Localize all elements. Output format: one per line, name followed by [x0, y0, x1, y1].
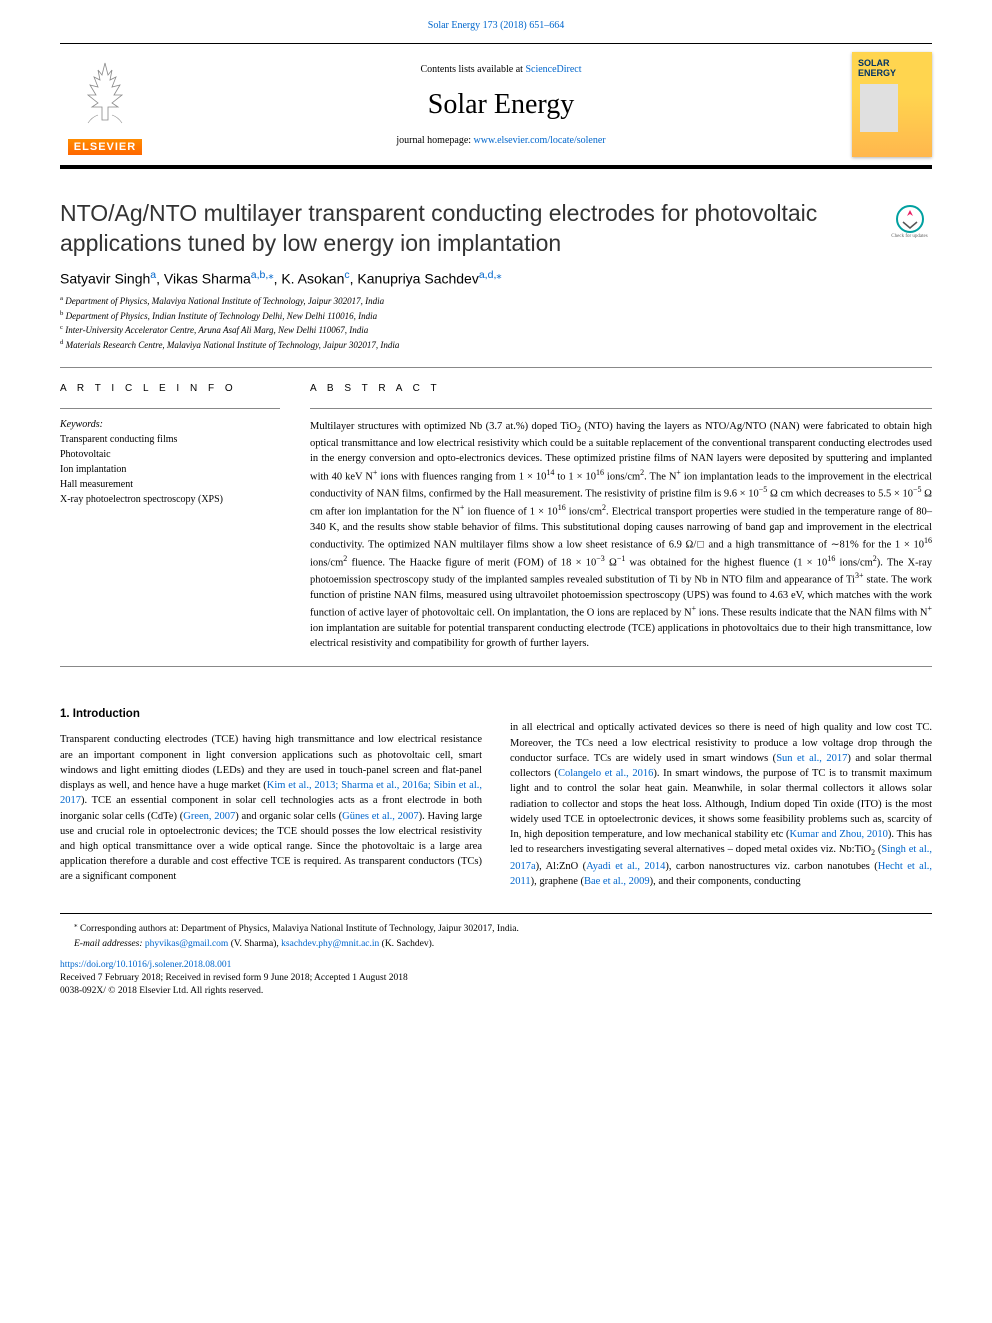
email-sachdev[interactable]: ksachdev.phy@mnit.ac.in: [281, 939, 379, 949]
contents-line: Contents lists available at ScienceDirec…: [150, 64, 852, 75]
title-block: NTO/Ag/NTO multilayer transparent conduc…: [60, 199, 932, 259]
author-4-star[interactable]: ⁎: [496, 269, 501, 281]
ref-ayadi2014[interactable]: Ayadi et al., 2014: [586, 861, 665, 872]
ref-kumar2010[interactable]: Kumar and Zhou, 2010: [790, 829, 888, 840]
article-title: NTO/Ag/NTO multilayer transparent conduc…: [60, 199, 867, 259]
keyword-1: Transparent conducting films: [60, 432, 280, 447]
affiliation-d: d Materials Research Centre, Malaviya Na…: [60, 338, 932, 353]
received-line: Received 7 February 2018; Received in re…: [60, 972, 932, 985]
corresponding-note: ⁎ Corresponding authors at: Department o…: [60, 920, 932, 936]
cover-line1: SOLAR: [858, 58, 890, 68]
affiliation-a: a Department of Physics, Malaviya Nation…: [60, 294, 932, 309]
article-info-col: A R T I C L E I N F O Keywords: Transpar…: [60, 383, 280, 651]
check-updates-label: Check for updates: [891, 234, 927, 239]
author-2-aff[interactable]: a,b,: [251, 269, 269, 281]
top-journal-link: Solar Energy 173 (2018) 651–664: [60, 20, 932, 31]
affiliations: a Department of Physics, Malaviya Nation…: [60, 294, 932, 352]
keyword-5: X-ray photoelectron spectroscopy (XPS): [60, 492, 280, 507]
journal-header: ELSEVIER Contents lists available at Sci…: [60, 43, 932, 169]
keyword-4: Hall measurement: [60, 477, 280, 492]
journal-name: Solar Energy: [150, 89, 852, 121]
sciencedirect-link[interactable]: ScienceDirect: [525, 64, 581, 75]
copyright-line: 0038-092X/ © 2018 Elsevier Ltd. All righ…: [60, 985, 932, 998]
affiliation-c: c Inter-University Accelerator Centre, A…: [60, 323, 932, 338]
ref-sun2017[interactable]: Sun et al., 2017: [776, 753, 847, 764]
ref-colangelo2016[interactable]: Colangelo et al., 2016: [558, 768, 653, 779]
col2-spacer: [510, 682, 932, 720]
keyword-3: Ion implantation: [60, 462, 280, 477]
elsevier-tree-icon: [70, 55, 140, 130]
homepage-link[interactable]: www.elsevier.com/locate/solener: [474, 135, 606, 146]
ref-gunes2007[interactable]: Günes et al., 2007: [342, 811, 419, 822]
doi-link-line: https://doi.org/10.1016/j.solener.2018.0…: [60, 959, 932, 972]
contents-text: Contents lists available at: [420, 64, 525, 75]
body-columns: 1. Introduction Transparent conducting e…: [60, 682, 932, 889]
elsevier-label: ELSEVIER: [68, 139, 142, 155]
email-line: E-mail addresses: phyvikas@gmail.com (V.…: [60, 937, 932, 951]
email-sharma[interactable]: phyvikas@gmail.com: [145, 939, 228, 949]
homepage-text: journal homepage:: [396, 135, 473, 146]
info-abstract-row: A R T I C L E I N F O Keywords: Transpar…: [60, 383, 932, 651]
divider-1: [60, 367, 932, 368]
check-updates-icon[interactable]: Check for updates: [887, 199, 932, 244]
elsevier-logo: ELSEVIER: [60, 55, 150, 155]
divider-2: [60, 666, 932, 667]
abstract-divider: [310, 408, 932, 409]
doi-section: https://doi.org/10.1016/j.solener.2018.0…: [60, 959, 932, 999]
author-1: Satyavir Singh: [60, 270, 150, 286]
doi-link[interactable]: https://doi.org/10.1016/j.solener.2018.0…: [60, 960, 231, 970]
journal-cover: SOLAR ENERGY: [852, 52, 932, 157]
article-info-heading: A R T I C L E I N F O: [60, 383, 280, 394]
author-4-aff[interactable]: a,d,: [479, 269, 497, 281]
authors-list: Satyavir Singha, Vikas Sharmaa,b,⁎, K. A…: [60, 269, 932, 287]
abstract-heading: A B S T R A C T: [310, 383, 932, 394]
keywords-list: Transparent conducting films Photovoltai…: [60, 432, 280, 507]
ref-bae2009[interactable]: Bae et al., 2009: [584, 876, 650, 887]
body-col-right: in all electrical and optically activate…: [510, 682, 932, 889]
cover-title: SOLAR ENERGY: [858, 58, 926, 78]
keywords-label: Keywords:: [60, 419, 280, 430]
keyword-2: Photovoltaic: [60, 447, 280, 462]
homepage-line: journal homepage: www.elsevier.com/locat…: [150, 135, 852, 146]
body-col-left: 1. Introduction Transparent conducting e…: [60, 682, 482, 889]
abstract-text: Multilayer structures with optimized Nb …: [310, 419, 932, 651]
abstract-col: A B S T R A C T Multilayer structures wi…: [310, 383, 932, 651]
intro-paragraph-2: in all electrical and optically activate…: [510, 720, 932, 889]
affiliation-b: b Department of Physics, Indian Institut…: [60, 309, 932, 324]
sep1: , Vikas Sharma: [156, 270, 251, 286]
info-divider: [60, 408, 280, 409]
header-center: Contents lists available at ScienceDirec…: [150, 64, 852, 146]
top-journal-anchor[interactable]: Solar Energy 173 (2018) 651–664: [428, 20, 564, 31]
intro-heading: 1. Introduction: [60, 708, 482, 720]
cover-image-placeholder: [860, 84, 898, 132]
ref-green2007[interactable]: Green, 2007: [183, 811, 235, 822]
sep2: , K. Asokan: [274, 270, 345, 286]
footnotes: ⁎ Corresponding authors at: Department o…: [60, 913, 932, 951]
intro-paragraph-1: Transparent conducting electrodes (TCE) …: [60, 732, 482, 884]
cover-line2: ENERGY: [858, 68, 896, 78]
sep3: , Kanupriya Sachdev: [350, 270, 479, 286]
